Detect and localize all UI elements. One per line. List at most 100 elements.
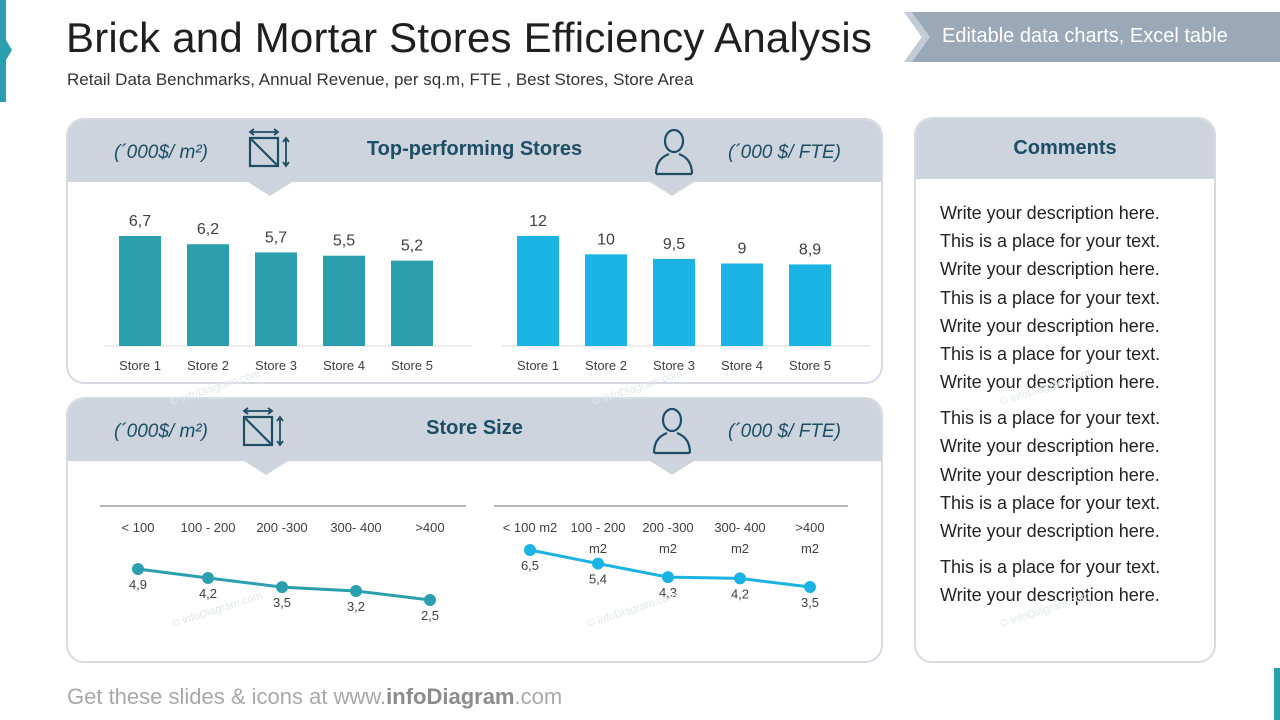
comments-panel: Comments Write your description here. Thi… [914, 117, 1216, 663]
bar [585, 254, 627, 346]
data-label: 3,5 [273, 595, 291, 610]
tick-label: Store 5 [789, 358, 831, 373]
data-label: 3,2 [347, 599, 365, 614]
comment-line: Write your description here. [940, 521, 1160, 541]
comment-line: This is a place for your text. [940, 288, 1161, 308]
unit-label-left: (´000$/ m²) [114, 421, 208, 442]
store-size-panel: (´000$/ m²) Store Size (´000 $/ FTE) < 1… [66, 397, 883, 663]
tick-label: Store 3 [255, 358, 297, 373]
left-accent-arrow [6, 40, 12, 60]
comments-title: Comments [1013, 137, 1117, 159]
data-point [804, 581, 816, 593]
unit-label-right: (´000 $/ FTE) [728, 142, 841, 163]
header-notch-right [650, 461, 694, 475]
data-label: 4,3 [659, 585, 677, 600]
banner-label: Editable data charts, Excel table [942, 25, 1228, 47]
data-label: 4,2 [731, 586, 749, 601]
comment-line: Write your description here. [940, 316, 1160, 336]
tick-label: < 100 m2 [503, 520, 558, 535]
data-label: 12 [529, 213, 547, 230]
data-point [350, 584, 362, 597]
footer-prefix: Get these slides & icons at www. [67, 684, 387, 709]
tick-label: Store 1 [119, 358, 161, 373]
panel-title: Top-performing Stores [366, 138, 583, 160]
data-label: 5,4 [589, 572, 607, 587]
tick-label: Store 4 [323, 358, 365, 373]
panel-header [68, 399, 881, 461]
comment-line: Write your description here. [940, 259, 1160, 279]
area-measure-icon [240, 407, 288, 460]
header-notch-left [244, 461, 288, 475]
data-label: 6,5 [521, 558, 539, 573]
bar [789, 264, 831, 346]
bar [323, 255, 365, 346]
data-label: 4,2 [199, 586, 217, 601]
tick-label: Store 1 [517, 358, 559, 373]
tick-label: < 100 [122, 520, 155, 535]
tick-label: >400 [415, 520, 444, 535]
header-notch-right [650, 182, 694, 196]
data-label: 2,5 [421, 608, 439, 623]
left-accent-bar [0, 0, 6, 102]
data-point [592, 557, 604, 570]
tick-label: Store 3 [653, 358, 695, 373]
data-label: 9,5 [663, 236, 685, 253]
comment-line: Write your description here. [940, 203, 1160, 223]
data-label: 5,2 [401, 238, 423, 255]
data-point [734, 572, 746, 585]
line-chart-size-per-fte: < 100 m2 100 - 200 m2 200 -300 m2 300- 400 m2 >… [494, 505, 848, 610]
bar [517, 236, 559, 346]
data-point [424, 594, 436, 606]
data-point [202, 572, 214, 585]
data-label: 5,7 [265, 229, 287, 246]
bar [391, 260, 433, 346]
editable-banner: Editable data charts, Excel table [904, 12, 1280, 62]
tick-label: 100 - 200 m2 [571, 520, 626, 556]
bar-chart-revenue-per-sqm: 6,7 Store 1 6,2 Store 2 5,7 Store 3 5,5 Store 4… [104, 213, 472, 373]
page-subtitle: Retail Data Benchmarks, Annual Revenue, … [67, 70, 694, 89]
panel-header [68, 120, 881, 182]
area-measure-icon [246, 128, 294, 181]
tick-label: Store 2 [585, 358, 627, 373]
top-performing-panel: (´000$/ m²) Top-performing Stores (´000 … [66, 118, 883, 384]
tick-label: Store 4 [721, 358, 763, 373]
bar [187, 244, 229, 346]
data-label: 10 [597, 231, 615, 248]
comment-line: Write your description here. [940, 465, 1160, 485]
footer-suffix: .com [514, 684, 563, 709]
person-icon [648, 405, 696, 460]
tick-label: Store 5 [391, 358, 433, 373]
data-label: 6,2 [197, 221, 219, 238]
data-label: 3,5 [801, 595, 819, 610]
tick-label: 300- 400 m2 [714, 520, 765, 556]
data-label: 6,7 [129, 213, 151, 230]
data-label: 4,9 [129, 577, 147, 592]
comment-line: This is a place for your text. [940, 231, 1161, 251]
bar [255, 252, 297, 346]
bar [721, 263, 763, 346]
panel-title: Store Size [426, 417, 523, 439]
page-title: Brick and Mortar Stores Efficiency Analy… [66, 14, 873, 61]
data-label: 5,5 [333, 233, 355, 250]
data-point [662, 571, 674, 584]
person-icon [650, 126, 698, 181]
tick-label: 100 - 200 [181, 520, 236, 535]
bar [119, 236, 161, 346]
data-label: 9 [738, 241, 747, 258]
bar [653, 258, 695, 346]
banner-shape [904, 12, 1280, 62]
footer-link[interactable]: Get these slides & icons at www.infoDiag… [67, 684, 562, 710]
tick-label: 200 -300 m2 [642, 520, 693, 556]
data-point [132, 563, 144, 575]
tick-label: 300- 400 [330, 520, 381, 535]
header-notch-left [248, 182, 292, 196]
comment-line: This is a place for your text. [940, 408, 1161, 428]
comment-line: This is a place for your text. [940, 344, 1161, 364]
tick-label: Store 2 [187, 358, 229, 373]
comment-line: This is a place for your text. [940, 557, 1161, 577]
tick-label: >400 m2 [795, 520, 824, 556]
unit-label-left: (´000$/ m²) [114, 142, 208, 163]
comment-line: Write your description here. [940, 436, 1160, 456]
data-label: 8,9 [799, 241, 821, 258]
comment-line: Write your description here. [940, 372, 1160, 392]
